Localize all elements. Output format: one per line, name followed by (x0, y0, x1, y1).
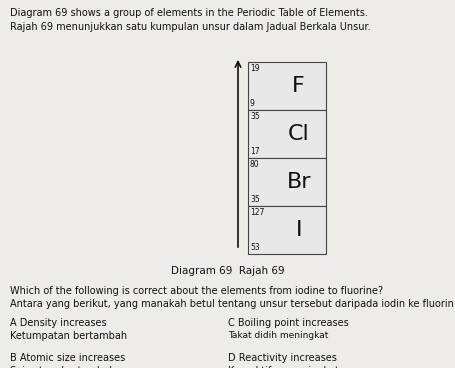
Text: 35: 35 (249, 195, 259, 204)
Text: Which of the following is correct about the elements from iodine to fluorine?: Which of the following is correct about … (10, 286, 382, 296)
Text: 9: 9 (249, 99, 254, 108)
Text: 80: 80 (249, 160, 259, 169)
Text: Antara yang berikut, yang manakah betul tentang unsur tersebut daripada iodin ke: Antara yang berikut, yang manakah betul … (10, 299, 455, 309)
Text: Takat didih meningkat: Takat didih meningkat (228, 331, 328, 340)
Text: B Atomic size increases: B Atomic size increases (10, 353, 125, 363)
Bar (248, 62, 325, 110)
Bar (248, 110, 325, 158)
Text: A Density increases: A Density increases (10, 318, 106, 328)
Text: Diagram 69  Rajah 69: Diagram 69 Rajah 69 (171, 266, 284, 276)
Text: Ketumpatan bertambah: Ketumpatan bertambah (10, 331, 127, 341)
Text: 17: 17 (249, 147, 259, 156)
Bar (248, 158, 325, 206)
Text: 19: 19 (249, 64, 259, 73)
Text: Diagram 69 shows a group of elements in the Periodic Table of Elements.: Diagram 69 shows a group of elements in … (10, 8, 367, 18)
Text: F: F (292, 76, 304, 96)
Text: Kereaktifan meningkat: Kereaktifan meningkat (228, 366, 338, 368)
Text: 127: 127 (249, 208, 264, 217)
Text: I: I (295, 220, 301, 240)
Text: 53: 53 (249, 243, 259, 252)
Text: Rajah 69 menunjukkan satu kumpulan unsur dalam Jadual Berkala Unsur.: Rajah 69 menunjukkan satu kumpulan unsur… (10, 22, 370, 32)
Text: D Reactivity increases: D Reactivity increases (228, 353, 336, 363)
Text: Saiz atom bertambah: Saiz atom bertambah (10, 366, 115, 368)
Text: 35: 35 (249, 112, 259, 121)
Text: Cl: Cl (287, 124, 309, 144)
Text: C Boiling point increases: C Boiling point increases (228, 318, 348, 328)
Text: Br: Br (286, 172, 310, 192)
Bar (248, 206, 325, 254)
